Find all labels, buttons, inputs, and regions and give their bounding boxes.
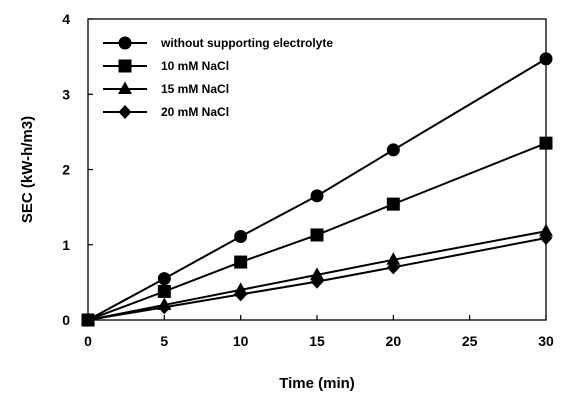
legend-marker-0 [118, 36, 132, 50]
legend-label-1: 10 mM NaCl [161, 59, 229, 73]
data-point-s3-x30 [539, 230, 553, 245]
data-point-s2-x20 [386, 252, 401, 265]
x-axis-title: Time (min) [279, 375, 355, 392]
legend-label-0: without supporting electrolyte [160, 36, 333, 50]
series-line-1 [87, 142, 547, 321]
data-point-s0-x20 [386, 143, 400, 157]
series-0 [81, 52, 553, 327]
legend-entry-1: 10 mM NaCl [103, 59, 229, 73]
legend: without supporting electrolyte 10 mM NaCl… [103, 36, 333, 119]
data-point-s2-x30 [539, 223, 553, 237]
y-axis-title: SEC (kW-h/m3) [19, 116, 36, 223]
legend-marker-3 [118, 105, 132, 119]
data-point-s2-x15 [310, 267, 324, 280]
data-point-s1-x10 [234, 255, 248, 269]
legend-marker-2 [118, 81, 132, 94]
data-point-s3-x10 [234, 287, 248, 302]
series-3 [81, 230, 553, 327]
data-point-s3-x0 [81, 313, 95, 327]
y-tick-label-2: 2 [62, 162, 70, 178]
x-tick-label-15: 15 [309, 333, 325, 349]
y-tick-label-4: 4 [62, 11, 70, 27]
legend-entry-2: 15 mM NaCl [103, 81, 229, 96]
x-tick-label-5: 5 [160, 333, 168, 349]
data-point-s0-x5 [157, 272, 171, 286]
data-point-s1-x5 [157, 284, 171, 298]
series-group [81, 52, 553, 327]
legend-marker-1 [118, 59, 132, 73]
data-point-s1-x30 [539, 136, 553, 150]
x-tick-label-20: 20 [386, 333, 402, 349]
data-point-s3-x20 [386, 260, 400, 275]
data-point-s0-x15 [310, 189, 324, 203]
x-tick-label-10: 10 [233, 333, 249, 349]
data-point-s3-x5 [157, 300, 171, 315]
y-tick-label-1: 1 [62, 237, 70, 253]
legend-entry-0: without supporting electrolyte [103, 36, 333, 50]
data-point-s0-x30 [539, 52, 553, 66]
data-point-s3-x15 [310, 274, 324, 289]
y-tick-label-0: 0 [62, 312, 70, 328]
x-tick-label-30: 30 [538, 333, 554, 349]
series-line-0 [87, 58, 547, 321]
legend-label-2: 15 mM NaCl [161, 82, 229, 96]
data-point-s1-x20 [386, 197, 400, 211]
series-line-2 [87, 230, 547, 321]
legend-label-3: 20 mM NaCl [161, 105, 229, 119]
x-tick-label-0: 0 [84, 333, 92, 349]
x-tick-label-25: 25 [462, 333, 478, 349]
series-1 [81, 136, 553, 327]
series-line-3 [87, 236, 547, 321]
data-point-s1-x15 [310, 228, 324, 242]
y-tick-label-3: 3 [62, 86, 70, 102]
axes-group: 0 5 10 15 20 25 30 0 1 2 3 4 [62, 11, 554, 349]
data-point-s0-x10 [234, 229, 248, 243]
legend-entry-3: 20 mM NaCl [103, 105, 229, 119]
